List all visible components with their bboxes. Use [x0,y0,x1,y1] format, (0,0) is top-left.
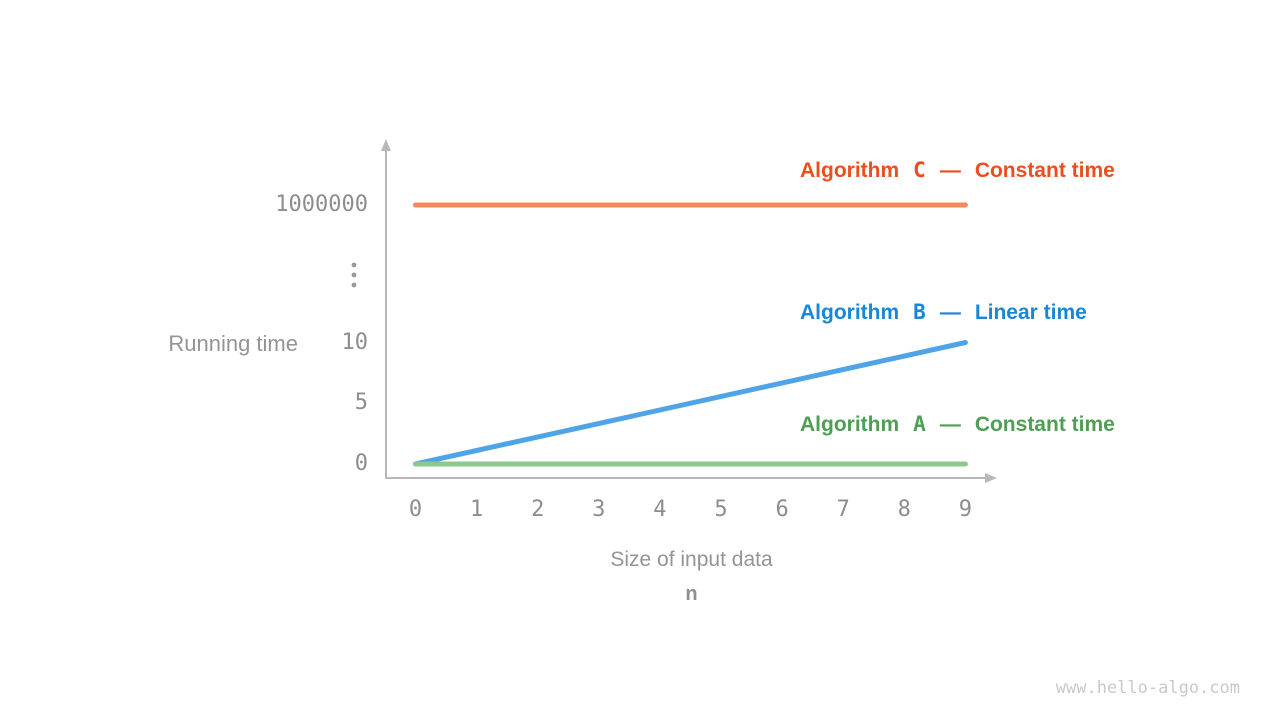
x-tick-label: 9 [958,497,973,522]
y-axis-arrowhead [381,139,391,151]
legend-description: Constant time [974,413,1115,436]
y-axis-ticks: 0 5 10 1000000 [230,0,368,720]
x-tick-label: 4 [653,497,667,522]
axis-break-ellipsis-icon [351,262,357,288]
x-tick-label: 1 [469,497,484,522]
x-axis-arrowhead [985,473,997,483]
x-tick-label: 8 [897,497,911,522]
legend-name: Algorithm [800,159,900,182]
x-axis-title: Size of input data [610,548,773,571]
legend-algorithm-a: Algorithm A — Constant time [800,411,1115,438]
x-tick-label: 5 [714,497,728,522]
legend-separator: — [939,413,961,436]
legend-algorithm-b: Algorithm B — Linear time [800,299,1087,326]
x-tick-label: 3 [592,497,606,522]
watermark: www.hello-algo.com [1055,678,1240,698]
y-tick-label: 10 [341,329,369,355]
series-lines [413,202,968,467]
legend-algorithm-c: Algorithm C — Constant time [800,157,1115,184]
x-tick-label: 0 [408,497,423,522]
legend-description: Linear time [974,301,1087,324]
series-line-b [413,340,968,467]
x-tick-label: 7 [836,497,850,522]
x-axis-ticks: 0 1 2 3 4 5 6 7 8 9 [0,496,1280,524]
legend-description: Constant time [974,159,1115,182]
legend-letter: C [913,158,926,182]
legend-letter: B [913,300,926,324]
x-axis-variable: n [685,583,698,605]
x-tick-label: 2 [531,497,545,522]
legend-letter: A [913,412,926,436]
x-tick-label: 6 [775,497,789,522]
legend-name: Algorithm [800,301,900,324]
y-tick-label: 1000000 [275,192,368,217]
y-tick-label: 0 [354,451,368,476]
y-tick-label: 5 [354,390,368,416]
legend-separator: — [939,301,961,324]
legend-name: Algorithm [800,413,900,436]
legend-separator: — [939,159,961,182]
y-axis-title: Running time [168,331,298,356]
